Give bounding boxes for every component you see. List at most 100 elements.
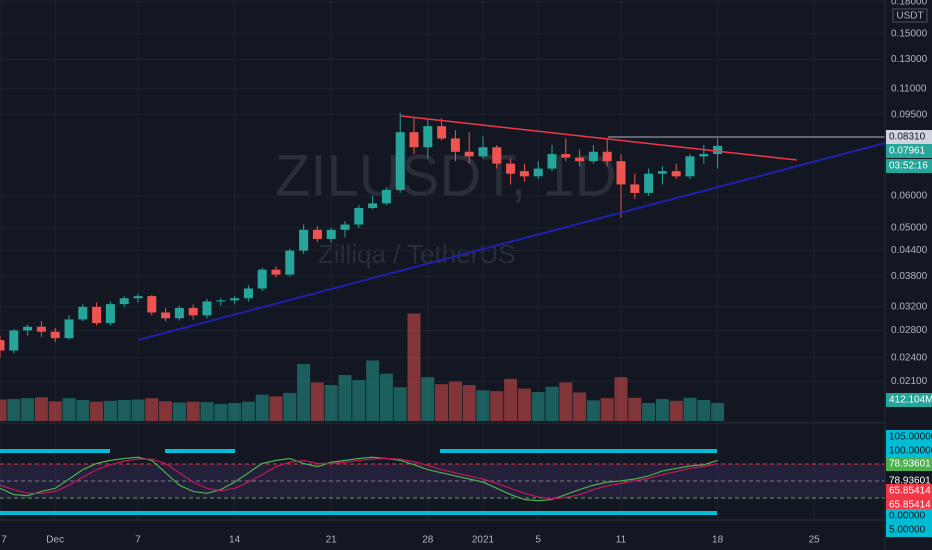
tag-label: 65.85414 <box>889 500 931 511</box>
trend-line <box>137 142 886 341</box>
x-tick-label: 7 <box>135 535 141 546</box>
volume-bar <box>117 399 131 421</box>
volume-bar <box>76 399 90 421</box>
volume-bar <box>711 402 725 421</box>
volume-bar <box>269 396 283 421</box>
candle-body <box>699 154 709 157</box>
candle-body <box>395 132 405 191</box>
candle-body <box>575 157 585 162</box>
volume-bar <box>669 400 683 421</box>
volume-bar <box>531 392 545 421</box>
tag-label: 03:52:16 <box>889 161 928 172</box>
volume-bar <box>172 402 186 421</box>
volume-bar <box>379 373 393 421</box>
price-tag: 03:52:16 <box>886 159 932 173</box>
currency: USDT <box>896 11 923 22</box>
volume-bar <box>517 388 531 421</box>
candle-body <box>464 151 474 157</box>
candle-body <box>561 154 571 158</box>
volume-bar <box>297 363 311 421</box>
y-tick-label: 0.05000 <box>891 223 928 234</box>
volume-bar <box>34 397 48 421</box>
volume-bar <box>7 399 21 421</box>
x-tick-label: Dec <box>46 535 64 546</box>
y-tick-label: 0.11000 <box>891 83 927 94</box>
volume-bar <box>21 398 35 421</box>
tag-box <box>886 430 932 444</box>
volume-bar <box>614 377 628 421</box>
volume-bar <box>407 313 421 421</box>
candle-body <box>119 298 129 305</box>
watermark-subtitle: Zilliqa / TetherUS <box>318 239 516 269</box>
volume-bar <box>421 377 435 421</box>
x-tick-label: 7 <box>1 535 7 546</box>
candle-body <box>23 326 33 331</box>
tag-label: 65.85414 <box>889 486 931 497</box>
volume-bar <box>642 403 656 421</box>
volume-bar <box>697 399 711 421</box>
candle-body <box>713 145 723 155</box>
y-tick-label: 0.02800 <box>891 325 928 336</box>
tag-box <box>886 484 932 498</box>
volume-bar <box>255 394 269 421</box>
volume-bar <box>504 378 518 421</box>
price-tag: 100.00000 <box>886 444 932 458</box>
candle-body <box>78 306 88 320</box>
x-tick-label: 28 <box>422 535 434 546</box>
volume-bar <box>48 401 62 421</box>
candle-body <box>174 307 184 319</box>
candle-body <box>630 184 640 193</box>
candle-body <box>147 296 157 313</box>
price-tag: 0.00000 <box>886 509 932 523</box>
price-tag: 0.08310 <box>886 130 932 144</box>
candle-body <box>519 171 529 177</box>
candle-body <box>105 304 115 324</box>
tag-label: 105.00000 <box>889 432 932 443</box>
currency-box <box>892 8 928 23</box>
candle-body <box>354 208 364 225</box>
candle-body <box>9 330 19 351</box>
tag-box <box>886 393 932 407</box>
x-tick-label: 14 <box>229 535 241 546</box>
tag-box <box>886 509 932 523</box>
candle-body <box>299 229 309 251</box>
candle-body <box>588 151 598 162</box>
volume-bar <box>448 381 462 421</box>
tag-box <box>886 444 932 458</box>
y-tick-label: 0.06000 <box>891 190 928 201</box>
volume-bar <box>186 401 200 421</box>
x-tick-label: 25 <box>809 535 821 546</box>
volume-bar <box>628 397 642 421</box>
candles <box>0 112 723 358</box>
y-tick-label: 0.13000 <box>891 54 928 65</box>
tag-box <box>886 457 932 471</box>
candle-body <box>685 156 695 177</box>
volume-bar <box>683 397 697 421</box>
oscillator-line <box>0 456 718 502</box>
tag-label: 78.93601 <box>889 459 931 470</box>
tag-box <box>886 159 932 173</box>
candle-body <box>271 269 281 275</box>
volume-bar <box>131 399 145 421</box>
volume-bar <box>200 402 214 421</box>
volume-bar <box>241 401 255 421</box>
volume-bar <box>90 401 104 421</box>
candle-body <box>64 319 74 339</box>
candle-body <box>0 340 5 351</box>
volume <box>0 313 725 421</box>
volume-bar <box>586 400 600 421</box>
volume-bar <box>62 398 76 421</box>
tag-box <box>886 498 932 512</box>
y-tick-label: 0.03200 <box>891 302 928 313</box>
candle-body <box>616 161 626 185</box>
candle-body <box>547 154 557 169</box>
volume-bar <box>655 399 669 421</box>
candle-body <box>188 307 198 316</box>
candle-body <box>671 171 681 177</box>
volume-bar <box>600 398 614 421</box>
tag-label: 78.93601 <box>889 476 931 487</box>
candle-body <box>230 298 240 301</box>
y-tick-label: 0.04400 <box>891 245 928 256</box>
volume-bar <box>338 374 352 421</box>
